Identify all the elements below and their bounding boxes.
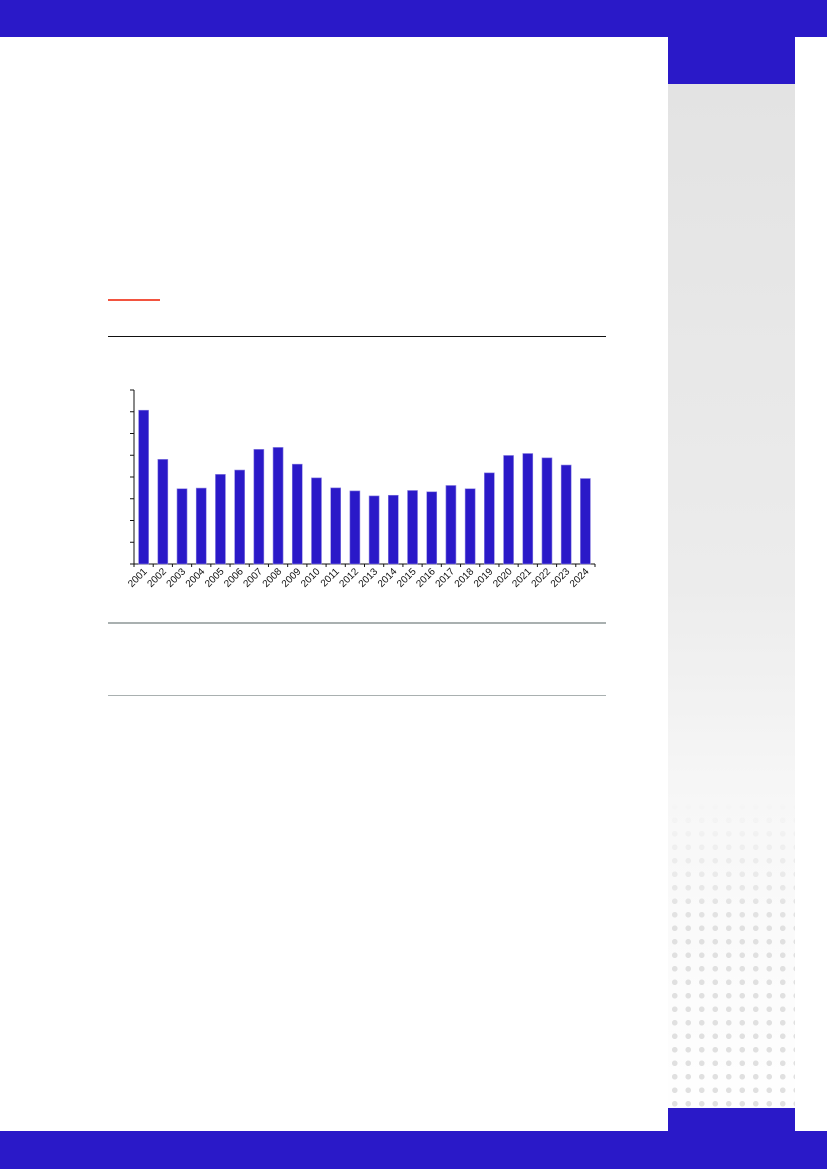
bar-2002 — [157, 459, 169, 565]
x-tick-label: 2004 — [184, 566, 208, 590]
bar-2020 — [503, 455, 514, 565]
top-banner — [0, 0, 827, 37]
x-tick-label: 2018 — [453, 566, 477, 590]
x-tick-label: 2002 — [145, 566, 169, 590]
bar-2004 — [195, 487, 207, 565]
bar-2012 — [349, 490, 361, 565]
x-tick-label: 2009 — [280, 566, 304, 590]
x-tick-label: 2024 — [568, 566, 592, 590]
bar-2005 — [215, 474, 226, 565]
x-tick-label: 2003 — [165, 566, 189, 590]
x-tick-label: 2013 — [357, 566, 381, 590]
bar-2003 — [176, 488, 188, 565]
x-tick-label: 2023 — [549, 566, 573, 590]
x-tick-label: 2012 — [338, 566, 362, 590]
x-tick-label: 2011 — [319, 566, 342, 589]
source-bottom-rule — [108, 695, 606, 696]
sidebar-tab-bottom — [668, 1108, 795, 1131]
x-tick-label: 2001 — [126, 566, 150, 590]
bar-2014 — [388, 494, 399, 565]
dot-pattern — [668, 800, 795, 1108]
bar-2021 — [522, 453, 534, 565]
x-tick-label: 2007 — [241, 566, 265, 590]
bar-2019 — [484, 472, 495, 565]
bar-2016 — [426, 491, 438, 565]
bar-2022 — [541, 457, 553, 565]
bar-2008 — [272, 447, 284, 565]
x-tick-label: 2021 — [510, 566, 534, 590]
bar-2007 — [253, 449, 265, 565]
bar-2015 — [407, 490, 418, 565]
figure-top-rule — [108, 336, 606, 337]
x-tick-label: 2017 — [434, 566, 458, 590]
x-tick-label: 2010 — [299, 566, 323, 590]
bar-2013 — [368, 495, 380, 565]
bar-2024 — [580, 478, 591, 565]
bar-2009 — [291, 463, 303, 565]
bar-2023 — [560, 464, 572, 565]
x-tick-label: 2019 — [472, 566, 496, 590]
figure-bottom-rule — [108, 622, 606, 624]
bottom-banner — [0, 1131, 827, 1169]
bar-2001 — [138, 409, 149, 565]
bar-2011 — [330, 487, 341, 565]
bar-2006 — [234, 469, 245, 565]
bar-chart: 2001200220032004200520062007200820092010… — [126, 389, 596, 590]
bar-2017 — [445, 485, 457, 565]
x-tick-label: 2016 — [414, 566, 438, 590]
x-tick-label: 2022 — [530, 566, 554, 590]
bar-2018 — [464, 488, 476, 565]
accent-rule — [108, 299, 160, 301]
x-tick-label: 2005 — [203, 566, 227, 590]
sidebar-tab-top — [668, 37, 795, 84]
x-tick-label: 2020 — [491, 566, 515, 590]
x-tick-label: 2008 — [261, 566, 285, 590]
x-tick-label: 2006 — [222, 566, 246, 590]
x-tick-label: 2014 — [376, 566, 400, 590]
x-tick-label: 2015 — [395, 566, 419, 590]
bar-2010 — [311, 477, 322, 565]
